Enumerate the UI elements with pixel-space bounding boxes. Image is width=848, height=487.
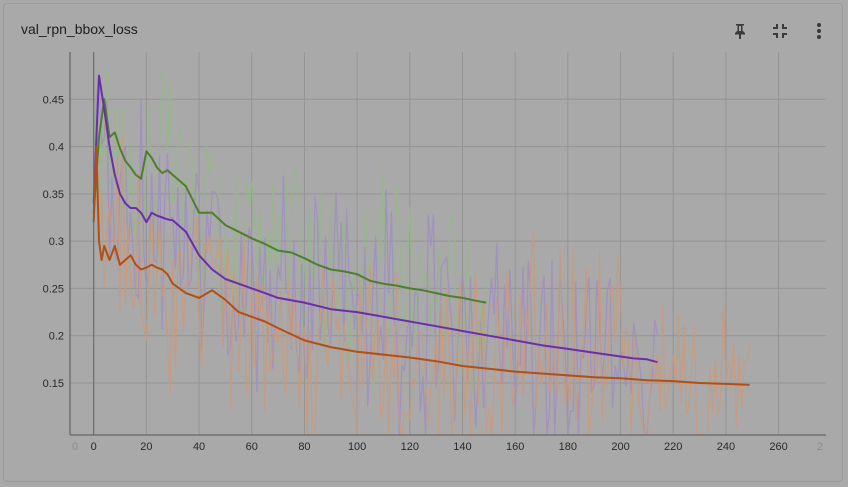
x-tick-label-edge: 2 [817,441,823,453]
x-tick-label: 240 [717,441,735,453]
grid-lines [70,52,826,435]
y-tick-label: 0.4 [49,142,64,154]
y-tick-label: 0.2 [49,331,64,343]
x-tick-label: 260 [769,441,787,453]
x-tick-label: 180 [559,441,577,453]
raw-trace-purple [93,76,659,436]
x-tick-label: 100 [348,441,366,453]
x-tick-label: 20 [140,441,152,453]
more-vert-icon[interactable] [807,19,831,43]
x-tick-label: 80 [298,441,310,453]
pin-icon[interactable] [728,19,752,43]
x-tick-label: 120 [401,441,419,453]
y-tick-label: 0.45 [43,94,64,106]
x-tick-label: 140 [453,441,471,453]
x-tick-label: 40 [193,441,205,453]
smoothed-series [92,74,750,386]
series-line-purple[interactable] [92,74,658,364]
y-tick-label: 0.3 [49,236,64,248]
chart-title: val_rpn_bbox_loss [21,21,138,37]
x-tick-label: 200 [611,441,629,453]
x-tick-label: 160 [506,441,524,453]
axes [69,52,826,436]
y-tick-label: 0.35 [43,189,64,201]
x-tick-label-edge: 0 [72,441,78,453]
y-tick-labels: 0.15 0.2 0.25 0.3 0.35 0.4 0.45 [43,94,64,390]
raw-series-traces [93,67,751,437]
raw-trace-orange [93,137,751,437]
x-tick-labels: 0 20 40 60 80 100 120 140 160 180 200 220 240 260 0 2 [72,441,823,453]
y-tick-label: 0.15 [43,378,64,390]
x-tick-label: 220 [664,441,682,453]
collapse-icon[interactable] [768,19,792,43]
x-tick-label: 60 [246,441,258,453]
series-line-orange[interactable] [92,145,750,386]
series-line-green[interactable] [92,98,487,304]
y-tick-label: 0.25 [43,283,64,295]
x-tick-label: 0 [91,441,97,453]
